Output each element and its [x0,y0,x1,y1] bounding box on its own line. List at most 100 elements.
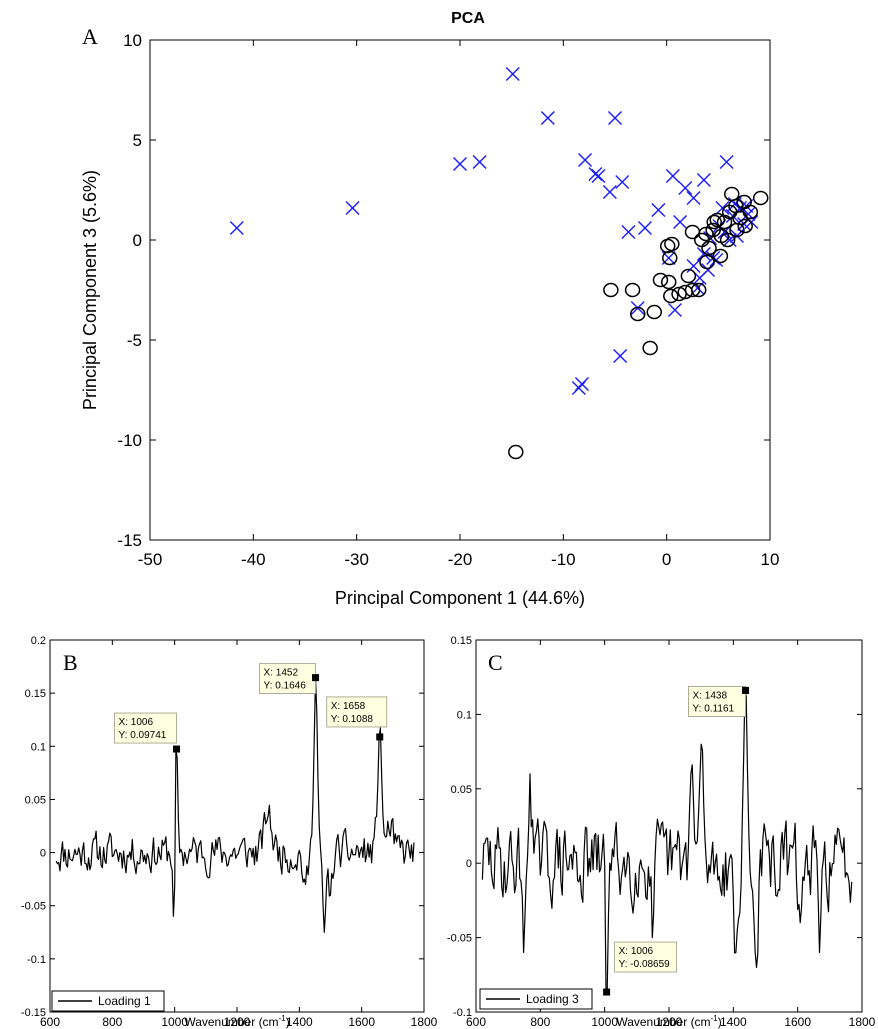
axis-ticks-b: 600 800 1000 1200 1400 1600 1800 -0.15 -0.1 -0.05… [21,635,438,1029]
datatip-y-text: Y: -0.08659 [619,959,671,970]
x-marker-stroke [453,157,467,171]
scatter-point-x [621,225,636,239]
x-marker-stroke [505,67,520,81]
datatip-marker [173,745,181,753]
scatter-point-o [624,282,641,298]
y-tick-label: 0.05 [451,784,472,796]
scatter-point-x [696,247,711,261]
scatter-points [229,67,769,460]
x-tick-label: 600 [466,1015,486,1029]
y-tick-label-a: 10 [123,31,142,50]
x-axis-label-c-sup: -1 [711,1014,719,1023]
scatter-point-o [737,218,753,234]
scatter-point-x [505,67,520,81]
y-tick-label: 0.05 [25,794,46,806]
x-tick-label-a: -20 [448,550,473,569]
x-tick-label-a: -30 [344,550,369,569]
x-marker-stroke [741,207,756,221]
scatter-point-x [673,215,688,229]
x-tick-label-a: 0 [662,550,671,569]
datatip-x-text: X: 1658 [331,701,366,712]
scatter-point-o [680,268,697,284]
scatter-point-o [662,250,678,266]
scatter-point-x [709,253,724,267]
x-marker-stroke [591,169,606,183]
x-axis-label-c-main: Wavenumber (cm [616,1015,710,1029]
x-axis-label-b-main: Wavenumber (cm [184,1015,278,1029]
x-marker-stroke [608,111,622,125]
scatter-point-x [602,185,617,199]
y-tick-label: 0.1 [457,709,472,721]
y-tick-label: 0 [466,858,472,870]
datatips-b: X: 1006 Y: 0.09741 X: 1452 Y: 0.1646 X: 1658… [114,663,388,753]
x-marker-stroke [345,201,360,215]
datatip: X: 1438 Y: 0.1161 [688,686,750,717]
x-tick-label: 800 [102,1015,122,1029]
x-tick-label: 1800 [849,1015,876,1029]
panel-label-c: C [488,650,503,675]
x-marker-stroke [709,253,724,267]
datatip-marker [376,733,384,741]
x-marker-stroke [667,303,682,317]
x-marker-stroke [588,167,603,181]
legend-box [51,990,165,1012]
x-tick-label: 1400 [286,1015,313,1029]
panel-label-b: B [63,650,78,675]
scatter-point-o [684,224,701,240]
x-axis-label-c: Wavenumber (cm-1) [616,1014,721,1029]
legend-b: Loading 1 [51,990,165,1012]
x-tick-label: 1200 [656,1015,683,1029]
datatip-y-text: Y: 0.1161 [693,703,735,714]
scatter-point-o [603,282,619,298]
spectrum-line [481,689,853,993]
x-tick-label: 1000 [591,1015,618,1029]
y-tick-label-a: -10 [117,431,142,450]
x-tick-label: 800 [530,1015,550,1029]
x-tick-label-a: 10 [761,550,780,569]
x-tick-label: 1000 [161,1015,188,1029]
x-marker-stroke [686,191,701,205]
x-marker-stroke [719,155,734,169]
legend-c: Loading 3 [479,988,593,1010]
x-tick-label: 1600 [784,1015,811,1029]
x-marker-stroke [602,185,617,199]
x-axis-label-b: Wavenumber (cm-1) [184,1014,289,1029]
scatter-point-x [574,377,589,391]
x-marker-stroke [472,155,487,169]
datatips-c: X: 1438 Y: 0.1161 X: 1006 Y: -0.08659 [603,686,750,996]
scatter-point-o [690,282,707,298]
scatter-point-x [719,155,734,169]
scatter-point-x [229,221,244,235]
axis-ticks-c: 600 800 1000 1200 1400 1600 1800 -0.1 -0.05 0 0.05… [447,635,876,1029]
datatip: X: 1006 Y: -0.08659 [603,941,677,996]
scatter-point-x [613,349,628,363]
y-tick-label-a: 5 [133,131,142,150]
scatter-point-x [686,259,701,273]
x-marker-stroke [715,201,730,215]
datatip-x-text: X: 1006 [619,946,654,957]
plot-area-a [149,39,771,541]
y-tick-label-a: -15 [117,531,142,550]
x-marker-stroke [692,271,707,285]
legend-label: Loading 1 [98,994,151,1008]
datatip: X: 1658 Y: 0.1088 [326,696,388,741]
x-axis-label-c-end: ) [718,1015,722,1029]
y-tick-label: 0.15 [451,635,472,647]
x-marker-stroke [578,153,593,167]
x-tick-label: 1600 [348,1015,375,1029]
scatter-point-x [696,173,711,187]
datatip: X: 1006 Y: 0.09741 [114,712,181,753]
scatter-point-x [608,111,622,125]
datatip-box [114,712,177,744]
x-tick-label-a: -10 [551,550,576,569]
scatter-point-o [642,340,658,356]
loading1-panel: B 600 800 1000 1200 1400 1600 1800 -0.15 -0.1 -0.… [21,635,438,1029]
scatter-point-o [652,272,669,288]
y-tick-label-a: -5 [127,331,142,350]
scatter-point-o [508,444,524,460]
x-axis-label-a: Principal Component 1 (44.6%) [335,588,585,608]
scatter-point-o [712,248,729,264]
scatter-point-x [588,167,603,181]
